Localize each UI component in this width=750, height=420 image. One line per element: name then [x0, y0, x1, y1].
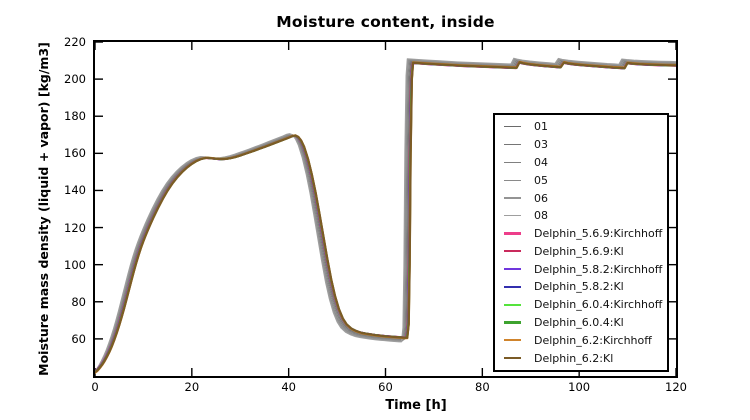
x-tick-label: 40: [281, 380, 296, 394]
legend-item-label: Delphin_5.8.2:Kirchhoff: [534, 262, 663, 276]
legend-item-label: 06: [534, 191, 548, 205]
series-line-06: [94, 57, 676, 372]
legend-line-swatch: [504, 250, 521, 253]
legend-line-swatch: [504, 144, 521, 146]
legend-line-swatch: [504, 232, 521, 235]
legend-item: Delphin_5.8.2:Kl: [495, 278, 667, 295]
legend-item-label: Delphin_6.2:Kl: [534, 351, 614, 365]
y-tick-label: 80: [71, 294, 86, 309]
y-tick-label: 140: [64, 183, 86, 198]
legend-item-label: 04: [534, 155, 548, 169]
legend-line-swatch: [504, 356, 521, 360]
legend-line-swatch: [504, 268, 521, 271]
x-tick-label: 80: [475, 380, 490, 394]
series-line-Delphin_6.2:Kl: [94, 60, 676, 373]
legend-item-label: 05: [534, 173, 548, 187]
legend-item: 08: [495, 207, 667, 224]
x-tick-label: 60: [378, 380, 393, 394]
legend-item: Delphin_6.0.4:Kl: [495, 314, 667, 331]
legend-item: 03: [495, 136, 667, 153]
series-line-05: [94, 58, 676, 372]
legend-item-label: Delphin_6.0.4:Kirchhoff: [534, 298, 663, 312]
legend-item: 05: [495, 172, 667, 189]
legend-item: 06: [495, 190, 667, 207]
y-tick-label: 60: [71, 331, 86, 346]
legend-line-swatch: [504, 179, 521, 181]
legend-item: Delphin_6.2:Kl: [495, 350, 667, 367]
legend-line-swatch: [504, 126, 521, 128]
legend-item: Delphin_6.0.4:Kirchhoff: [495, 296, 667, 313]
legend-item-label: Delphin_6.0.4:Kl: [534, 315, 624, 329]
y-tick-label: 100: [64, 257, 86, 272]
series-line-08: [94, 57, 676, 372]
x-tick-label: 120: [665, 380, 687, 394]
x-tick-label: 0: [91, 380, 99, 394]
legend-line-swatch: [504, 161, 521, 163]
legend-item: 01: [495, 118, 667, 135]
y-tick-label: 180: [64, 109, 86, 124]
legend-item: Delphin_5.6.9:Kl: [495, 243, 667, 260]
legend-item-label: Delphin_5.6.9:Kirchhoff: [534, 227, 663, 241]
legend-item-label: Delphin_5.6.9:Kl: [534, 244, 624, 258]
legend-line-swatch: [504, 303, 521, 306]
legend-item-label: Delphin_5.8.2:Kl: [534, 280, 624, 294]
legend-item: Delphin_6.2:Kirchhoff: [495, 332, 667, 349]
x-axis-label: Time [h]: [385, 398, 447, 413]
y-tick-label: 120: [64, 220, 86, 235]
y-tick-label: 160: [64, 146, 86, 161]
legend-line-swatch: [504, 285, 521, 289]
legend-line-swatch: [504, 339, 521, 342]
chart-title: Moisture content, inside: [276, 13, 495, 31]
legend-line-swatch: [504, 215, 521, 217]
y-tick-label: 200: [64, 72, 86, 87]
legend-item: 04: [495, 154, 667, 171]
plot-canvas: [94, 41, 676, 376]
y-axis-label: Moisture mass density (liquid + vapor) […: [36, 42, 51, 376]
x-tick-label: 100: [568, 380, 591, 394]
legend-item: Delphin_5.8.2:Kirchhoff: [495, 261, 667, 278]
y-tick-label: 220: [64, 35, 86, 49]
legend-item-label: Delphin_6.2:Kirchhoff: [534, 333, 652, 347]
legend-item-label: 03: [534, 138, 548, 152]
legend-line-swatch: [504, 197, 521, 199]
legend-item-label: 08: [534, 209, 548, 223]
legend-box: 01 03 04 05 06 08 Delphin_5.6.9:Kirchhoff Delph…: [493, 113, 669, 372]
legend-item-label: 01: [534, 120, 548, 134]
legend-item: Delphin_5.6.9:Kirchhoff: [495, 225, 667, 242]
legend-line-swatch: [504, 321, 521, 324]
x-tick-label: 20: [184, 380, 200, 394]
